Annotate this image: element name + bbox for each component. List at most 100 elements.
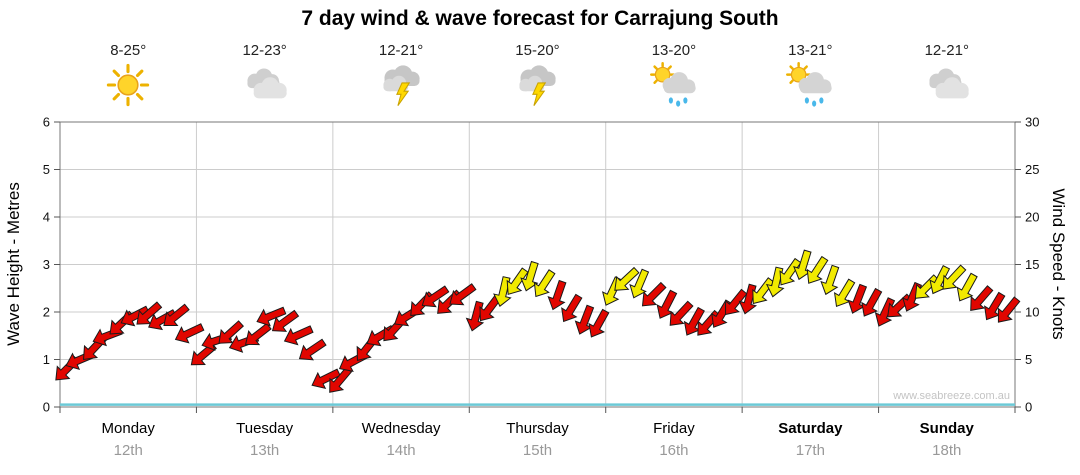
wind-arrow xyxy=(861,287,883,317)
axis-tick-label: 25 xyxy=(1025,162,1039,177)
axis-tick-label: 4 xyxy=(43,210,50,225)
day-date: 16th xyxy=(659,442,689,459)
wind-arrow-glyph xyxy=(956,272,978,302)
wind-arrow-glyph xyxy=(561,293,583,323)
wind-arrow xyxy=(256,306,287,327)
wind-arrow-glyph xyxy=(779,257,802,286)
wind-arrow-glyph xyxy=(493,276,512,307)
wind-arrow-glyph xyxy=(738,283,758,315)
wind-arrow-glyph xyxy=(942,264,967,290)
sun-rain-icon xyxy=(742,62,878,113)
wind-arrow-glyph xyxy=(752,277,775,305)
wind-arrow-glyph xyxy=(669,300,694,326)
wind-arrow xyxy=(833,278,856,307)
wind-arrow-glyph xyxy=(641,281,667,307)
wind-arrow xyxy=(120,305,150,327)
day-date: 15th xyxy=(522,442,553,459)
day-name: Sunday xyxy=(919,420,974,437)
wind-arrow xyxy=(765,266,785,298)
storm-icon xyxy=(469,62,605,113)
wind-arrow xyxy=(725,288,748,316)
wind-arrow-glyph xyxy=(244,322,272,346)
wind-arrow-glyph xyxy=(833,278,856,307)
day-header: 8-25° xyxy=(60,42,196,113)
axis-tick-label: 15 xyxy=(1025,257,1039,272)
wind-arrow-glyph xyxy=(465,300,485,332)
wind-arrow xyxy=(669,300,694,326)
day-header: 13-20° xyxy=(606,42,742,113)
day-footer: Saturday 17th xyxy=(742,420,878,459)
wind-arrow-glyph xyxy=(163,303,190,327)
wind-arrow-glyph xyxy=(656,289,678,319)
wind-arrow-glyph xyxy=(847,283,868,314)
wind-arrow xyxy=(752,277,775,305)
wind-arrow xyxy=(533,269,556,298)
wind-arrow xyxy=(641,281,667,307)
wind-arrow-glyph xyxy=(765,266,785,298)
sun-rain-icon xyxy=(606,62,742,113)
day-footer: Friday 16th xyxy=(606,420,742,459)
day-date: 17th xyxy=(795,442,825,459)
wind-arrow xyxy=(520,260,539,292)
wind-arrow xyxy=(956,272,978,302)
wind-arrow xyxy=(997,296,1021,323)
wind-arrow xyxy=(163,303,190,327)
wind-arrow xyxy=(449,283,477,306)
axis-tick-label: 6 xyxy=(43,115,50,130)
wind-arrow-glyph xyxy=(929,264,951,295)
wind-arrow xyxy=(629,268,650,299)
day-footer: Thursday 15th xyxy=(469,420,605,459)
wind-arrow-glyph xyxy=(174,323,205,344)
wind-arrow-glyph xyxy=(449,283,477,306)
temp-range: 13-21° xyxy=(788,42,833,59)
wind-arrow xyxy=(847,283,868,314)
wind-arrow-glyph xyxy=(218,320,244,344)
wind-arrow xyxy=(970,285,994,311)
wind-arrow xyxy=(465,300,485,332)
wind-arrow xyxy=(574,304,595,335)
day-name: Thursday xyxy=(506,420,569,437)
cloudy-icon xyxy=(196,62,332,113)
wind-arrow-glyph xyxy=(479,294,502,322)
wind-arrow-glyph xyxy=(421,285,450,308)
wind-arrow xyxy=(493,276,512,307)
storm-icon xyxy=(333,62,469,113)
wind-arrow xyxy=(656,289,678,319)
wind-arrow xyxy=(984,291,1006,321)
day-name: Monday xyxy=(101,420,155,437)
wind-arrow xyxy=(136,301,163,325)
wind-arrow xyxy=(174,323,205,344)
sunny-icon xyxy=(60,62,196,113)
wind-arrow xyxy=(683,306,705,336)
day-date: 12th xyxy=(113,442,143,459)
wind-arrow-glyph xyxy=(725,288,748,316)
day-name: Friday xyxy=(653,420,695,437)
axis-tick-label: 2 xyxy=(43,305,50,320)
axis-tick-label: 1 xyxy=(43,352,50,367)
day-header: 12-21° xyxy=(879,42,1015,113)
day-date: 13th xyxy=(250,442,280,459)
axis-tick-label: 5 xyxy=(43,162,50,177)
cloudy-icon xyxy=(879,62,1015,113)
wind-arrow xyxy=(479,294,502,322)
wind-arrow xyxy=(148,309,177,331)
watermark: www.seabreeze.com.au xyxy=(893,390,1010,402)
wind-arrow xyxy=(738,283,758,315)
temp-range: 12-23° xyxy=(242,42,287,59)
wind-arrow xyxy=(561,293,583,323)
wind-arrow xyxy=(806,255,829,284)
temp-range: 12-21° xyxy=(924,42,969,59)
wind-arrow-glyph xyxy=(136,301,163,325)
wind-arrow-glyph xyxy=(861,287,883,317)
axis-tick-label: 0 xyxy=(43,400,50,415)
wind-arrow-glyph xyxy=(298,338,327,361)
day-date: 14th xyxy=(386,442,416,459)
wind-arrow-glyph xyxy=(914,274,940,299)
wind-arrow-glyph xyxy=(970,285,994,311)
wind-arrow-glyph xyxy=(997,296,1021,323)
axis-tick-label: 0 xyxy=(1025,400,1032,415)
wind-arrow xyxy=(820,264,840,296)
chart-title: 7 day wind & wave forecast for Carrajung… xyxy=(301,7,779,30)
wind-arrow-glyph xyxy=(806,255,829,284)
